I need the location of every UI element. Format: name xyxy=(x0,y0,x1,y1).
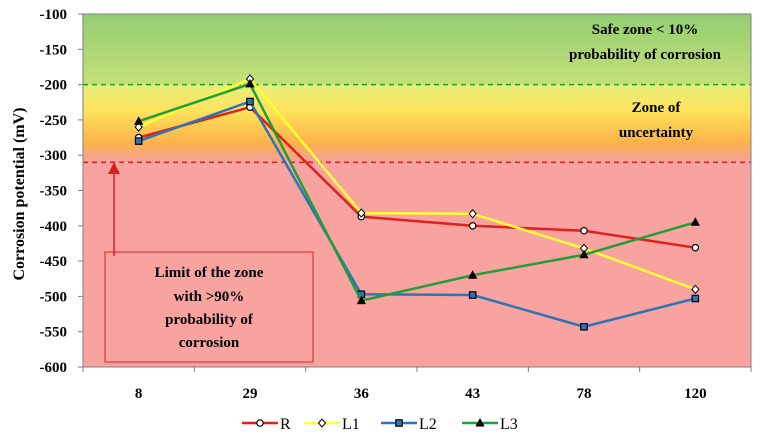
zones xyxy=(83,14,751,367)
y-tick-label: -400 xyxy=(40,219,68,235)
data-point-l3 xyxy=(356,295,366,305)
data-point-r xyxy=(468,222,477,230)
data-point-l3 xyxy=(134,116,144,125)
data-point-r xyxy=(580,226,588,235)
data-point-l1 xyxy=(691,284,700,295)
safe-zone-label-line2: probability of corrosion xyxy=(569,47,722,63)
y-axis-title: Corrosion potential (mV) xyxy=(11,107,28,280)
y-tick-label: -500 xyxy=(40,289,68,305)
series-line-r xyxy=(138,105,696,249)
safe-zone xyxy=(83,14,751,85)
legend-item-l3: L3 xyxy=(462,416,518,433)
x-axis: 8 29 36 43 78 120 xyxy=(82,367,752,402)
series-line-l1 xyxy=(138,77,696,291)
limit-label-line2: with >90% xyxy=(174,289,245,305)
x-tick-label: 8 xyxy=(135,386,143,402)
data-point-l3 xyxy=(245,78,255,88)
legend-item-l2: L2 xyxy=(381,416,437,433)
legend-label-r: R xyxy=(280,416,291,433)
y-tick-label: -450 xyxy=(40,254,68,270)
limit-annotation: Limit of the zone with >90% probability … xyxy=(104,162,314,363)
data-point-l2 xyxy=(246,97,254,106)
x-tick-label: 120 xyxy=(684,386,707,402)
y-tick-label: -350 xyxy=(40,184,68,200)
legend-marker-l2 xyxy=(395,419,403,427)
data-point-l2 xyxy=(134,137,143,145)
data-point-l2 xyxy=(691,294,700,303)
series-l1 xyxy=(134,74,700,295)
y-tick-label: -200 xyxy=(40,78,68,94)
legend-marker-l1 xyxy=(317,418,327,428)
uncertainty-zone xyxy=(83,84,751,163)
y-tick-label: -600 xyxy=(40,360,68,376)
data-point-l1 xyxy=(468,209,477,219)
x-tick-label: 29 xyxy=(243,386,258,402)
data-point-r xyxy=(691,243,700,252)
legend-marker-l3 xyxy=(475,417,485,427)
high-probability-zone xyxy=(83,162,751,367)
data-point-l3 xyxy=(468,270,478,279)
y-tick-label: -100 xyxy=(40,7,68,23)
x-tick-label: 36 xyxy=(354,386,370,402)
limit-label-line3: probability of xyxy=(165,312,254,328)
x-tick-label: 43 xyxy=(465,386,480,402)
x-tick-label: 78 xyxy=(577,386,592,402)
legend-item-r: R xyxy=(242,416,291,433)
y-tick-label: -550 xyxy=(40,325,68,341)
legend-item-l1: L1 xyxy=(304,416,360,433)
limit-label-line4: corrosion xyxy=(179,335,240,351)
y-tick-label: -300 xyxy=(40,148,68,164)
uncertainty-zone-label-line1: Zone of xyxy=(632,100,682,116)
limit-label-line1: Limit of the zone xyxy=(155,265,264,281)
legend-label-l2: L2 xyxy=(419,416,437,433)
series-l3 xyxy=(134,78,700,305)
limit-box xyxy=(104,251,314,363)
safe-zone-label-line1: Safe zone < 10% xyxy=(592,22,698,38)
y-axis: -100 -150 -200 -250 -300 -350 -400 -450 -500 -550… xyxy=(40,7,84,376)
data-point-l1 xyxy=(357,208,366,218)
data-point-l2 xyxy=(580,322,588,331)
threshold-lines xyxy=(83,83,751,164)
legend-marker-r xyxy=(256,419,264,427)
y-tick-label: -250 xyxy=(40,113,68,129)
data-point-l3 xyxy=(579,249,589,259)
legend: R L1 L2 L3 xyxy=(242,416,518,433)
data-point-l1 xyxy=(134,122,143,132)
legend-label-l1: L1 xyxy=(342,416,360,433)
series-line-l3 xyxy=(138,82,696,302)
data-point-l3 xyxy=(690,217,700,226)
legend-label-l3: L3 xyxy=(500,416,518,433)
series xyxy=(134,74,700,331)
series-line-l2 xyxy=(138,100,696,329)
uncertainty-zone-label-line2: uncertainty xyxy=(619,125,694,141)
series-l2 xyxy=(134,97,700,331)
data-point-l2 xyxy=(468,291,477,299)
y-tick-label: -150 xyxy=(40,42,68,58)
